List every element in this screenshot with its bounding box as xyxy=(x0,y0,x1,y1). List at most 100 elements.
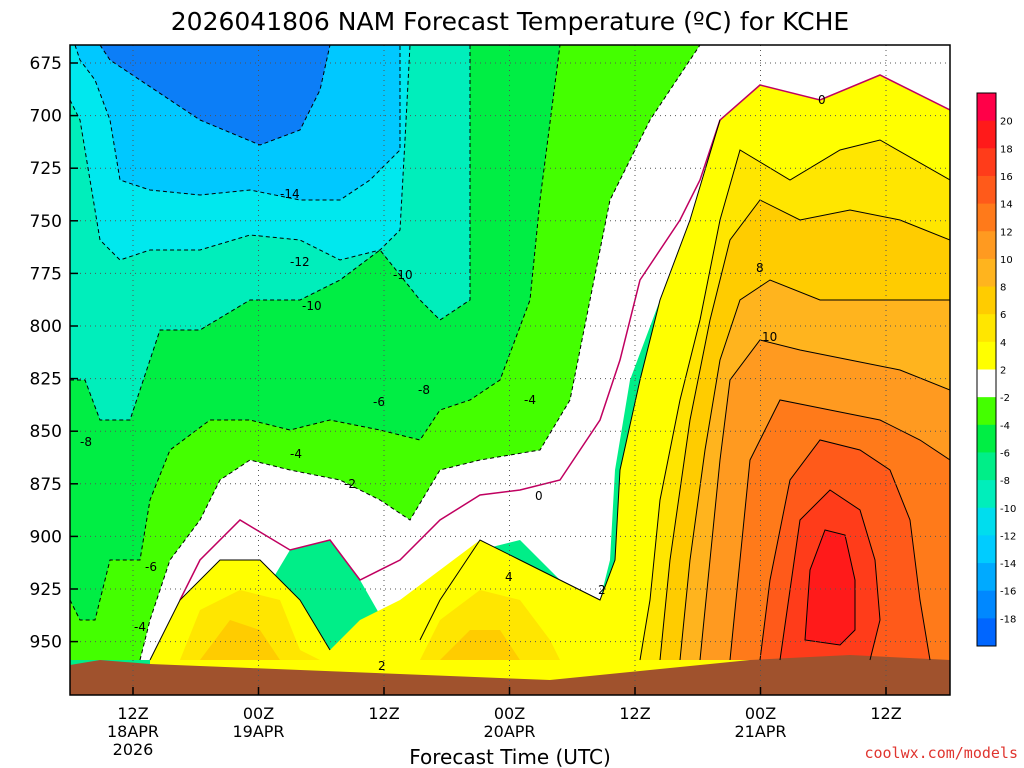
contour-label: 8 xyxy=(756,261,764,275)
contour-label: -4 xyxy=(524,393,536,407)
colorbar-label: -2 xyxy=(1000,393,1010,404)
colorbar-label: -18 xyxy=(1000,614,1016,625)
colorbar-label: -16 xyxy=(1000,587,1016,598)
contour-line-layer xyxy=(70,45,950,661)
colorbar-swatch xyxy=(977,203,996,232)
colorbar-swatch xyxy=(977,397,996,426)
contour-label-layer: 0 -14 -12 -10 -10 -8 -6 -4 -4 -8 -2 -6 -… xyxy=(80,93,826,673)
x-tick-label: 20APR xyxy=(483,722,535,741)
chart-title: 2026041806 NAM Forecast Temperature (ºC)… xyxy=(171,7,849,36)
contour-label: 10 xyxy=(762,330,777,344)
contour-line-pos xyxy=(729,399,950,661)
contour-label: -10 xyxy=(302,299,322,313)
x-axis-label: Forecast Time (UTC) xyxy=(409,745,611,768)
colorbar-frame xyxy=(976,92,997,647)
colorbar-label: 4 xyxy=(1000,338,1006,349)
contour-label: -6 xyxy=(373,395,385,409)
colorbar-label: 2 xyxy=(1000,366,1006,377)
x-tick-label: 12Z xyxy=(619,704,650,723)
colorbar-swatch xyxy=(977,452,996,481)
contour-label: -4 xyxy=(290,447,302,461)
contour-line-neg xyxy=(139,45,701,661)
y-tick-label: 950 xyxy=(30,633,62,653)
colorbar-swatch xyxy=(977,341,996,370)
contour-line-neg xyxy=(70,45,471,421)
x-tick-label: 18APR xyxy=(107,722,159,741)
contour-label: -14 xyxy=(280,187,300,201)
contour-line-neg xyxy=(74,45,401,201)
x-tick-label: 21APR xyxy=(734,722,786,741)
x-tick-label: 12Z xyxy=(870,704,901,723)
contour-label: 4 xyxy=(505,570,513,584)
x-tick-label: 2026 xyxy=(113,740,154,759)
contour-label: 2 xyxy=(598,583,606,597)
band-fill xyxy=(140,45,950,660)
x-tick-label: 12Z xyxy=(117,704,148,723)
colorbar-swatch xyxy=(977,286,996,315)
contour-line-pos xyxy=(759,439,931,661)
colorbar-swatch xyxy=(977,507,996,536)
band-fill xyxy=(70,45,560,620)
y-tick-label: 800 xyxy=(30,317,62,337)
colorbar-swatch xyxy=(977,258,996,288)
y-tick-label: 750 xyxy=(30,212,62,232)
contour-label: 2 xyxy=(378,659,386,673)
x-tick-label: 00Z xyxy=(745,704,776,723)
colorbar-swatch xyxy=(977,148,996,177)
colorbar-label: -14 xyxy=(1000,559,1016,570)
band-fill xyxy=(70,45,700,660)
colorbar-label: 8 xyxy=(1000,283,1006,294)
credit-text: coolwx.com/models xyxy=(864,744,1018,762)
y-axis: 675 700 725 750 775 800 825 850 875 900 925 950 xyxy=(30,54,78,653)
contour-label: -8 xyxy=(80,435,92,449)
x-tick-label: 19APR xyxy=(232,722,284,741)
y-tick-label: 700 xyxy=(30,107,62,127)
colorbar-swatch xyxy=(977,563,996,592)
colorbar-label: 18 xyxy=(1000,144,1013,155)
colorbar-label: -6 xyxy=(1000,448,1010,459)
contour-line-pos xyxy=(804,529,856,646)
colorbar-swatch xyxy=(977,480,996,509)
contour-line-pos xyxy=(149,559,331,661)
band-fill xyxy=(100,45,330,145)
contour-label: 0 xyxy=(818,93,826,107)
contour-line-pos xyxy=(679,279,950,661)
contour-label: -12 xyxy=(290,255,310,269)
y-tick-label: 675 xyxy=(30,54,62,74)
contour-line-neg xyxy=(70,45,411,261)
contour-line-pos xyxy=(419,119,721,641)
colorbar-swatch xyxy=(977,120,996,149)
contour-label: -10 xyxy=(393,268,413,282)
colorbar-swatch xyxy=(977,314,996,343)
contour-line-pos xyxy=(639,139,950,661)
x-tick-label: 12Z xyxy=(368,704,399,723)
colorbar-label: 6 xyxy=(1000,310,1006,321)
contour-line-zero xyxy=(179,74,950,601)
y-tick-label: 725 xyxy=(30,159,62,179)
colorbar-label: 12 xyxy=(1000,227,1013,238)
colorbar-swatch xyxy=(977,424,996,453)
colorbar: 20 18 16 14 12 10 8 6 4 2 -2 -4 -6 -8 -10 -12 -14 -16 -18 xyxy=(976,92,1016,647)
colorbar-label: 20 xyxy=(1000,117,1013,128)
colorbar-swatch xyxy=(977,369,996,398)
contour-line-pos xyxy=(779,489,881,661)
contour-fill-layer xyxy=(70,45,950,695)
colorbar-label: -8 xyxy=(1000,476,1010,487)
colorbar-swatch xyxy=(977,93,996,122)
colorbar-swatch xyxy=(977,535,996,564)
band-fill xyxy=(805,530,855,645)
contour-line-pos xyxy=(659,199,950,661)
y-tick-label: 850 xyxy=(30,422,62,442)
contour-label: -8 xyxy=(418,383,430,397)
colorbar-label: 16 xyxy=(1000,172,1013,183)
colorbar-swatch xyxy=(977,175,996,205)
contour-label: -2 xyxy=(344,477,356,491)
contour-label: -4 xyxy=(134,620,146,634)
contour-label: 0 xyxy=(535,489,543,503)
colorbar-label: -4 xyxy=(1000,421,1010,432)
band-fill xyxy=(70,655,950,695)
colorbar-swatch xyxy=(977,231,996,260)
colorbar-label: -12 xyxy=(1000,531,1016,542)
